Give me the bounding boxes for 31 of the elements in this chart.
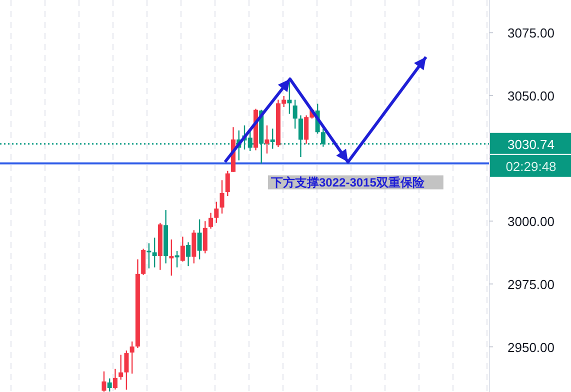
candlestick: [208, 212, 214, 230]
candlestick: [220, 180, 224, 214]
y-tick-label: 2950.00: [508, 340, 554, 355]
candlestick: [130, 340, 134, 374]
candlestick: [197, 218, 202, 260]
candlestick: [141, 248, 146, 276]
candlestick: [146, 242, 152, 269]
candlestick: [169, 238, 174, 276]
candlestick: [186, 242, 191, 267]
candlestick: [214, 201, 219, 224]
candlestick: [287, 82, 292, 114]
y-tick-label: 3050.00: [508, 88, 554, 104]
text: 02:29:48: [506, 158, 556, 174]
candlestick: [225, 170, 230, 197]
candlestick: [107, 378, 112, 392]
candlestick: [118, 354, 124, 380]
y-tick-label: 2975.00: [508, 276, 554, 292]
candlestick: [102, 370, 106, 392]
candlestick: [180, 236, 185, 262]
candlestick: [264, 124, 270, 154]
candlestick: [112, 368, 118, 390]
y-tick-label: 3000.00: [508, 214, 554, 230]
candlestick: [202, 220, 208, 254]
y-tick-label: 3075.00: [508, 26, 554, 41]
ref-line-label: 3030.74: [508, 136, 554, 152]
candlestick: [124, 350, 129, 390]
candlestick: [152, 237, 157, 268]
candlestick: [174, 250, 180, 268]
candlestick: [298, 114, 303, 158]
candlestick: [292, 99, 298, 130]
annotation: 下方支撑3022-3015双重保险: [270, 175, 426, 190]
